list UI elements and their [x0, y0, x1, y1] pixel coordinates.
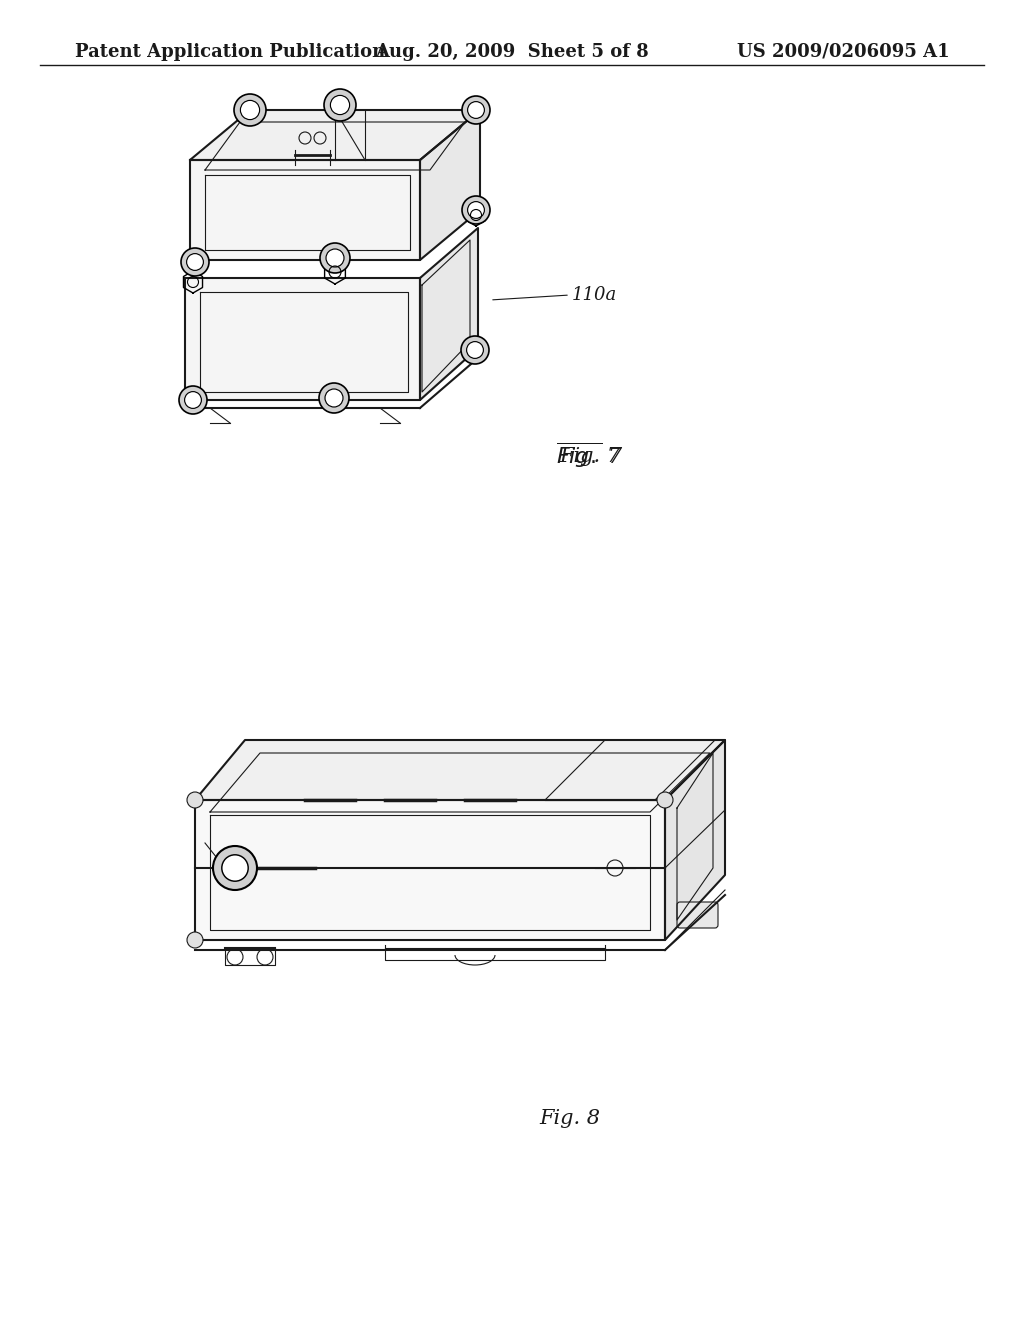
Polygon shape — [665, 741, 725, 940]
Circle shape — [462, 195, 490, 224]
Circle shape — [461, 337, 489, 364]
Circle shape — [467, 342, 483, 359]
Text: US 2009/0206095 A1: US 2009/0206095 A1 — [737, 44, 950, 61]
Circle shape — [222, 855, 248, 882]
Polygon shape — [420, 110, 480, 260]
Circle shape — [657, 792, 673, 808]
Circle shape — [187, 792, 203, 808]
Circle shape — [324, 88, 356, 121]
FancyBboxPatch shape — [677, 902, 718, 928]
Polygon shape — [195, 741, 725, 800]
Circle shape — [468, 202, 484, 218]
Circle shape — [187, 932, 203, 948]
Circle shape — [462, 96, 490, 124]
Text: $\overline{Fig.}$ 7: $\overline{Fig.}$ 7 — [556, 441, 624, 470]
Circle shape — [326, 249, 344, 267]
Circle shape — [213, 846, 257, 890]
Circle shape — [325, 389, 343, 407]
Text: Patent Application Publication: Patent Application Publication — [75, 44, 385, 61]
Polygon shape — [185, 279, 420, 400]
Text: Fig. 7: Fig. 7 — [559, 446, 621, 466]
Circle shape — [181, 248, 209, 276]
Polygon shape — [195, 800, 665, 940]
Polygon shape — [420, 228, 478, 400]
Circle shape — [319, 383, 349, 413]
Circle shape — [234, 94, 266, 125]
Circle shape — [331, 95, 349, 115]
Text: 110a: 110a — [572, 286, 617, 304]
Circle shape — [184, 392, 202, 408]
Text: Aug. 20, 2009  Sheet 5 of 8: Aug. 20, 2009 Sheet 5 of 8 — [375, 44, 649, 61]
Polygon shape — [190, 160, 420, 260]
Polygon shape — [190, 110, 480, 160]
Text: Fig. 8: Fig. 8 — [540, 1109, 600, 1127]
Circle shape — [179, 385, 207, 414]
Circle shape — [186, 253, 204, 271]
Circle shape — [468, 102, 484, 119]
Circle shape — [241, 100, 260, 120]
Circle shape — [319, 243, 350, 273]
